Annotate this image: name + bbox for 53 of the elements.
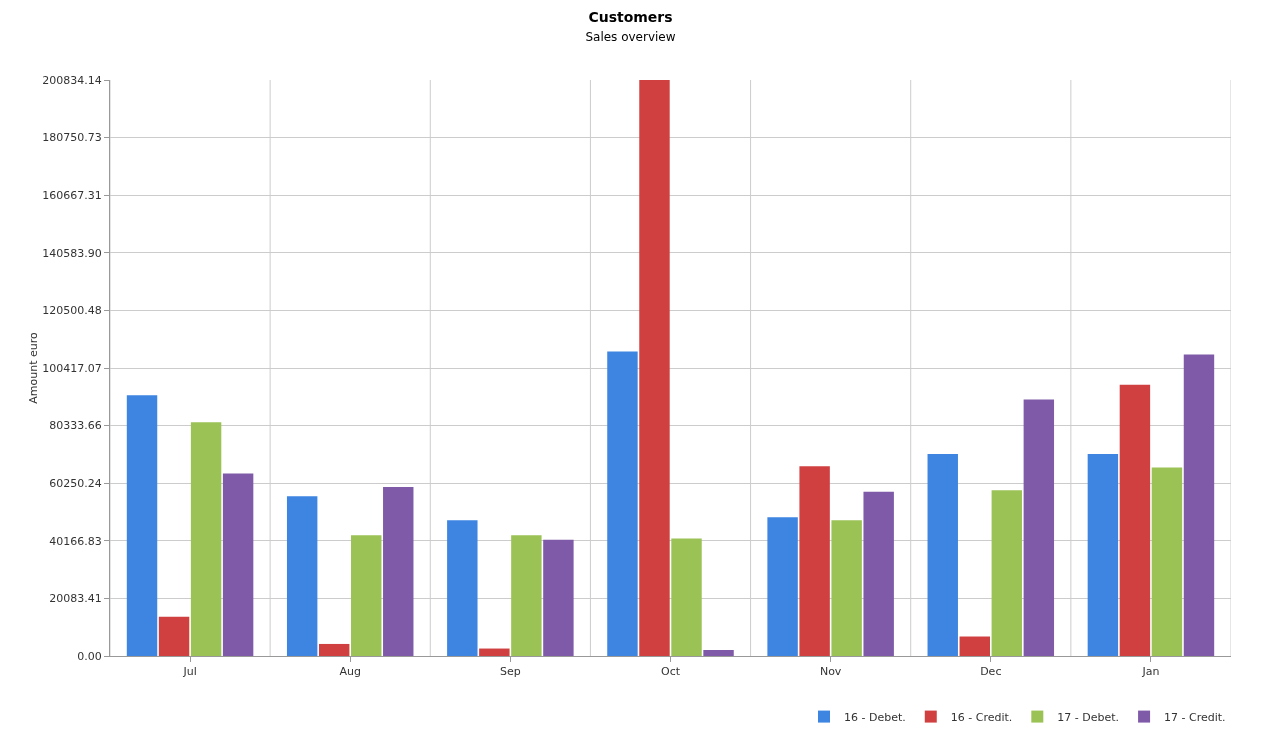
y-axis-title: Amount euro [27, 332, 41, 404]
y-tick-label: 120500.48 [42, 304, 102, 318]
bar [767, 517, 798, 656]
bar [1183, 354, 1215, 656]
bar [1151, 467, 1183, 656]
x-tick-label: Jan [1141, 665, 1160, 679]
bar [607, 351, 638, 656]
y-tick-label: 100417.07 [42, 361, 102, 375]
chart-subtitle: Sales overview [585, 29, 676, 44]
bar [190, 422, 222, 656]
y-tick-label: 80333.66 [49, 419, 102, 433]
bar [991, 490, 1023, 656]
y-tick-label: 40166.83 [49, 534, 102, 548]
legend-label: 17 - Credit. [1164, 710, 1226, 724]
bar [543, 539, 574, 656]
bar [222, 473, 254, 656]
bar [799, 466, 830, 656]
legend-label: 16 - Credit. [950, 710, 1013, 724]
bar [927, 454, 958, 656]
bar [1119, 384, 1151, 656]
y-tick-label: 140583.90 [42, 246, 102, 260]
x-tick-label: Aug [339, 665, 361, 679]
bar [126, 395, 158, 656]
bar [1023, 399, 1055, 656]
legend-label: 17 - Debet. [1057, 710, 1120, 724]
bar [1087, 454, 1119, 656]
bar [959, 636, 990, 656]
bar [831, 520, 862, 656]
x-tick-label: Dec [980, 665, 1002, 679]
x-tick-label: Jul [182, 665, 197, 679]
x-tick-label: Nov [819, 665, 842, 679]
bar [703, 649, 734, 656]
y-tick-label: 60250.24 [49, 477, 102, 491]
bar [318, 643, 350, 656]
y-tick-label: 20083.41 [49, 592, 102, 606]
y-tick-label: 160667.31 [42, 189, 102, 203]
y-tick-label: 180750.73 [42, 131, 102, 145]
bar [863, 491, 894, 656]
x-tick-label: Oct [660, 665, 681, 679]
bar [351, 535, 382, 656]
bar [383, 487, 414, 656]
x-tick-label: Sep [499, 665, 521, 679]
bar [639, 80, 670, 656]
bar [671, 538, 702, 656]
chart-title: Customers [588, 9, 673, 26]
bar [511, 535, 542, 656]
bar [158, 616, 190, 656]
y-tick-label: 0.00 [77, 649, 102, 663]
bar [447, 520, 478, 656]
bar [286, 496, 318, 656]
bar [479, 648, 510, 656]
y-tick-label: 200834.14 [42, 73, 102, 87]
legend-label: 16 - Debet. [844, 710, 906, 724]
